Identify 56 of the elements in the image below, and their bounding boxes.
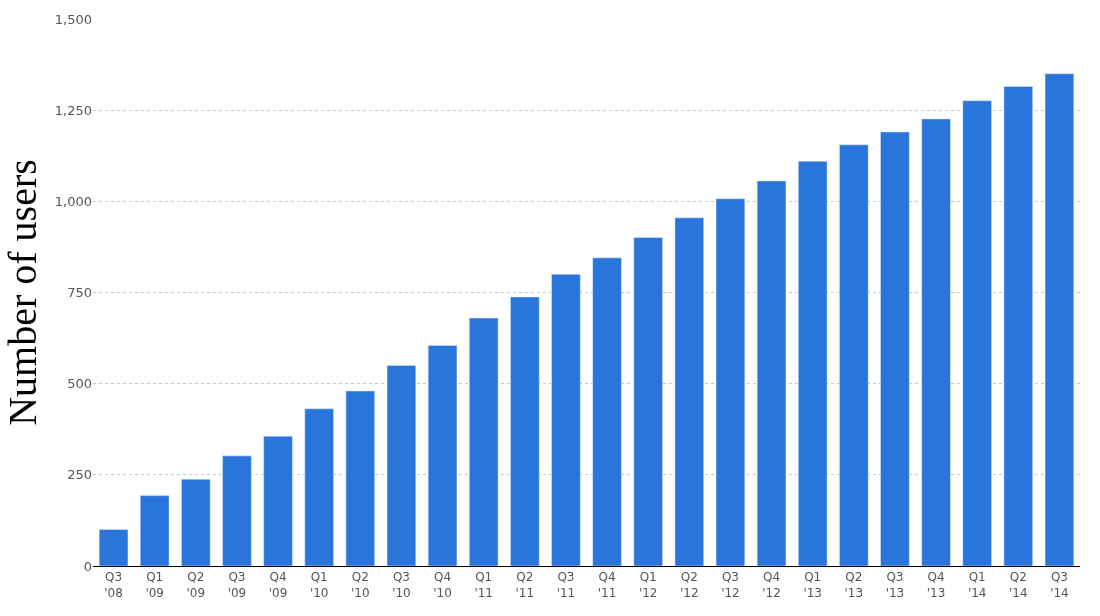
x-tick-label: Q3 '08 bbox=[104, 570, 123, 600]
bar bbox=[756, 180, 787, 566]
x-tick-label: Q4 '12 bbox=[762, 570, 781, 600]
bar bbox=[962, 100, 992, 566]
bar bbox=[345, 390, 375, 566]
bar bbox=[222, 455, 252, 566]
bar bbox=[386, 365, 417, 566]
bar bbox=[140, 495, 170, 566]
y-tick-label: 250 bbox=[67, 467, 92, 483]
bar bbox=[633, 237, 663, 566]
y-tick-label: 1,000 bbox=[54, 193, 92, 209]
bar bbox=[1044, 73, 1075, 566]
x-tick-label: Q2 '09 bbox=[186, 570, 206, 600]
x-tick-label: Q2 '11 bbox=[515, 570, 535, 600]
x-tick-label: Q2 '12 bbox=[680, 570, 699, 600]
bar bbox=[839, 144, 869, 566]
y-tick-label: 0 bbox=[83, 558, 92, 574]
bar bbox=[469, 317, 499, 566]
bar bbox=[715, 198, 746, 566]
bar bbox=[592, 257, 622, 566]
bar bbox=[798, 160, 828, 566]
y-tick-label: 750 bbox=[67, 285, 92, 301]
bar bbox=[427, 345, 458, 566]
x-tick-label: Q3 '14 bbox=[1050, 570, 1069, 600]
x-tick-label: Q2 '10 bbox=[351, 570, 370, 600]
bar bbox=[921, 118, 951, 566]
x-tick-label: Q3 '13 bbox=[885, 570, 905, 600]
x-tick-label: Q4 '10 bbox=[433, 570, 452, 600]
y-tick-label: 1,250 bbox=[54, 102, 92, 118]
x-tick-label: Q1 '11 bbox=[474, 570, 493, 600]
y-axis-title: Number of users bbox=[0, 159, 45, 426]
bar bbox=[551, 274, 581, 566]
x-tick-label: Q2 '13 bbox=[844, 570, 864, 600]
bar bbox=[674, 217, 704, 566]
x-tick-label: Q4 '09 bbox=[268, 570, 288, 600]
y-tick-label: 1,500 bbox=[54, 11, 92, 27]
x-tick-label: Q1 '09 bbox=[145, 570, 164, 600]
x-tick-label: Q4 '11 bbox=[597, 570, 617, 600]
x-tick-label: Q3 '12 bbox=[721, 570, 740, 600]
bar bbox=[304, 408, 334, 566]
x-tick-label: Q1 '14 bbox=[967, 570, 987, 600]
bar bbox=[880, 131, 910, 566]
x-tick-label: Q3 '10 bbox=[392, 570, 411, 600]
bar bbox=[98, 529, 129, 566]
x-tick-label: Q3 '11 bbox=[556, 570, 576, 600]
x-tick-label: Q1 '12 bbox=[638, 570, 658, 600]
x-tick-label: Q3 '09 bbox=[227, 570, 247, 600]
bar bbox=[510, 296, 540, 566]
bar bbox=[181, 478, 211, 566]
y-tick-label: 500 bbox=[67, 376, 92, 392]
x-tick-label: Q1 '10 bbox=[309, 570, 329, 600]
x-tick-label: Q2 '14 bbox=[1009, 570, 1028, 600]
bar bbox=[1003, 86, 1033, 566]
x-tick-label: Q1 '13 bbox=[803, 570, 822, 600]
bar bbox=[263, 435, 293, 566]
x-tick-label: Q4 '13 bbox=[926, 570, 946, 600]
